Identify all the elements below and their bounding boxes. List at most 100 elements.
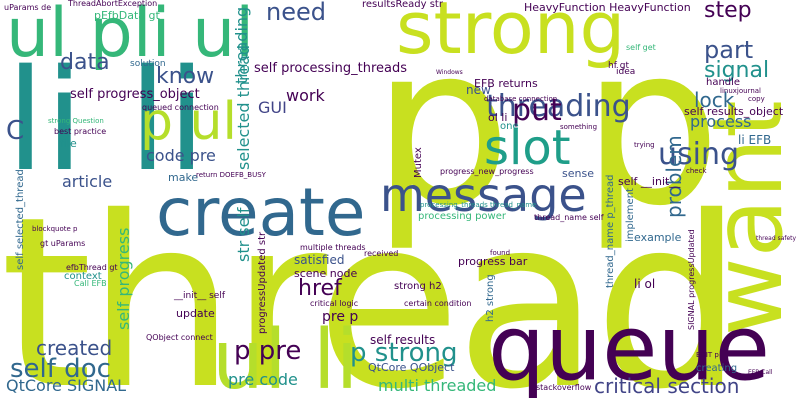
word-database-connection: database connection xyxy=(484,95,558,103)
word-self-selected-thread: self selected_thread xyxy=(15,169,26,270)
word-hf-gt: hf gt xyxy=(608,61,629,71)
word-step: step xyxy=(704,0,752,23)
word-pre-p: pre p xyxy=(322,309,359,325)
word-context: context xyxy=(64,271,102,282)
word-processing-threads-thread-name: processing_threads thread_name xyxy=(420,201,537,209)
word-multi-threaded: multi threaded xyxy=(378,376,497,395)
word-queue: queue xyxy=(488,296,770,400)
word-create: create xyxy=(156,174,366,251)
word-critical-section: critical section xyxy=(594,374,740,398)
word-li-ol: li ol xyxy=(634,277,656,291)
word-thread-name-p-thread: thread_name p_thread xyxy=(605,174,616,288)
word-efbthread-gt: efbThread gt xyxy=(66,263,118,272)
word-example: example xyxy=(634,231,682,244)
word-ul-pli-ul: ul pli ul xyxy=(6,0,255,73)
word-trying: trying xyxy=(634,141,655,149)
word-pefbdata-gt: pEfbData gt xyxy=(94,9,160,22)
word-code-pre: code pre xyxy=(146,146,216,165)
word-threadabortexception: ThreadAbortException xyxy=(68,0,158,8)
word-implement: implement xyxy=(625,188,636,242)
word-p-ul: p ul xyxy=(140,92,237,152)
word-put: put xyxy=(512,93,562,128)
word-sense: sense xyxy=(562,167,594,180)
word-strong: strong xyxy=(396,0,626,70)
word-work: work xyxy=(286,86,325,105)
word-progress-bar: progress bar xyxy=(458,255,528,268)
word-part: part xyxy=(704,36,754,64)
word-qtcore-signal: QtCore SIGNAL xyxy=(6,376,127,395)
word-something: something xyxy=(560,123,598,131)
word-creating: creating xyxy=(696,363,738,374)
word-return-doefb-busy: return DOEFB_BUSY xyxy=(196,171,266,179)
word-satisfied: satisfied xyxy=(294,253,345,267)
word-resultsready-str: resultsReady str xyxy=(362,0,443,10)
word-uparams-de: uParams de xyxy=(4,3,52,12)
word-make: make xyxy=(168,171,199,184)
word-progress-new-progress: progress_new_progress xyxy=(440,167,534,176)
word-windows: Windows xyxy=(436,69,463,76)
word-c: C xyxy=(6,116,25,146)
word-found: found xyxy=(490,249,511,257)
word-self-results-object: self results_object xyxy=(684,105,784,118)
word-signal-progressupdated: SIGNAL progressUpdated xyxy=(687,229,696,330)
word-efb-returns: EFB returns xyxy=(474,77,538,90)
word-qtcore-qobject: QtCore QObject xyxy=(368,361,455,374)
word-self-progress-object: self progress_object xyxy=(70,87,200,102)
word-best-practice: best practice xyxy=(54,127,107,136)
word-handle: handle xyxy=(706,77,741,88)
word-idea: idea xyxy=(616,67,636,77)
word-linuxjournal: linuxjournal xyxy=(720,87,761,95)
word-p-pre: p pre xyxy=(234,336,302,366)
word-p-strong: p strong xyxy=(350,338,458,368)
word-p-p: p p xyxy=(372,0,722,254)
word-li-li: li li xyxy=(6,40,207,203)
word-self-doc: self doc xyxy=(10,354,111,384)
word-scene-node: scene node xyxy=(294,267,358,280)
word-multiple-threads: multiple threads xyxy=(300,243,366,252)
word-lock: lock xyxy=(694,88,735,112)
word-self-results: self results xyxy=(370,333,436,347)
word-progressupdated-str: progressUpdated str xyxy=(257,231,268,334)
word-copy: copy xyxy=(748,95,765,103)
word-message: message xyxy=(380,168,587,222)
word-update: update xyxy=(176,307,215,320)
word-mutex: Mutex xyxy=(413,147,424,178)
word-check: check xyxy=(686,167,707,175)
word-self-processing-threads: self processing_threads xyxy=(254,61,408,76)
word-data: data xyxy=(60,50,110,75)
word-str-self: str self xyxy=(234,207,253,262)
word-solution: solution xyxy=(130,59,166,69)
word-ol-li: ol li xyxy=(488,111,508,124)
word-self-get: self get xyxy=(626,43,656,52)
word-article: article xyxy=(62,172,113,191)
word-new: new xyxy=(466,83,491,97)
word-init-self: __init__ self xyxy=(174,291,225,301)
word-received: received xyxy=(364,249,399,258)
word-threading-small: threading xyxy=(232,6,251,84)
word-edit-p: EDIT p xyxy=(696,351,719,359)
word-processing-power: processing power xyxy=(418,211,506,222)
word-thread-safety: thread safety xyxy=(756,235,797,242)
word-threading: threading xyxy=(486,89,631,124)
word-file: file xyxy=(60,137,77,150)
word-one: one xyxy=(500,121,519,132)
word-efb-call: EFB Call xyxy=(748,369,773,376)
word-href: href xyxy=(298,276,342,301)
word-h2-strong: h2 strong xyxy=(485,274,496,322)
word-blockquote-p: blockquote p xyxy=(32,225,78,233)
word-ul-li: ul li xyxy=(212,313,359,400)
word-li-efb: li EFB xyxy=(738,133,772,147)
word-slot: slot xyxy=(484,120,571,176)
word-signal: signal xyxy=(704,58,770,83)
word-thread-name-self: thread_name self xyxy=(534,213,604,222)
word-call-efb: Call EFB xyxy=(74,279,107,288)
word-qobject-connect: QObject connect xyxy=(146,333,213,342)
word-stackoverflow: stackoverflow xyxy=(536,383,592,392)
word-heavyfunction: HeavyFunction HeavyFunction xyxy=(524,1,691,14)
word-gui: GUI xyxy=(258,98,287,117)
word-critical-logic: critical logic xyxy=(310,299,359,308)
word-using: using xyxy=(658,137,740,172)
word-need: need xyxy=(266,0,326,26)
word-pre-code: pre code xyxy=(228,370,298,389)
